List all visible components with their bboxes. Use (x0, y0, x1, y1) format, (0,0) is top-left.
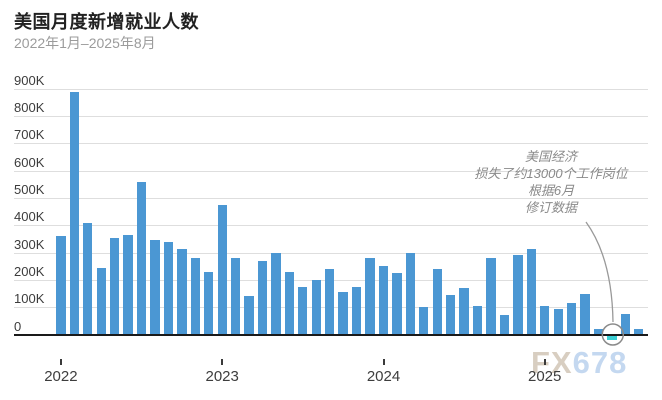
bar[interactable] (284, 271, 295, 335)
annotation-line-1: 美国经济 (524, 149, 577, 164)
annotation-note: 美国经济 损失了约13000个工作岗位 根据6月 修订数据 (447, 148, 655, 216)
y-axis-label: 200K (14, 263, 45, 279)
bar[interactable] (513, 255, 523, 335)
bar[interactable] (230, 258, 241, 335)
y-axis-label: 900K (14, 72, 45, 88)
y-axis-label: 700K (14, 127, 45, 143)
bar[interactable] (634, 328, 644, 335)
bar[interactable] (472, 305, 483, 335)
bar[interactable] (553, 308, 563, 335)
fx678-watermark: FX678 (531, 345, 627, 381)
x-axis-year-label: 2023 (205, 368, 239, 385)
bar[interactable] (419, 307, 429, 335)
bar[interactable] (83, 222, 93, 335)
bar[interactable] (150, 240, 160, 335)
bar[interactable] (526, 248, 536, 335)
y-gridline (14, 170, 648, 172)
bar[interactable] (325, 269, 335, 335)
x-axis-baseline (14, 334, 648, 336)
bar[interactable] (190, 258, 200, 335)
watermark-fx-text: FX (531, 345, 573, 380)
bar[interactable] (499, 315, 510, 335)
bar[interactable] (123, 234, 133, 335)
y-gridline (14, 143, 648, 145)
bar[interactable] (338, 292, 348, 335)
bar[interactable] (593, 329, 604, 335)
page-subtitle: 2022年1月–2025年8月 (14, 35, 156, 51)
y-axis-label: 800K (14, 100, 45, 116)
bar[interactable] (392, 273, 402, 335)
annotation-line-3: 根据6月 (527, 183, 575, 198)
x-axis-tick (221, 359, 224, 365)
x-axis-tick (543, 359, 546, 365)
x-axis-year-label: 2024 (366, 368, 401, 385)
bar[interactable] (351, 286, 362, 335)
annotation-line-2: 损失了约13000个工作岗位 (474, 166, 628, 181)
y-gridline (14, 116, 648, 118)
bar[interactable] (580, 293, 590, 335)
y-axis-label: 500K (14, 182, 45, 197)
y-axis-label: 0 (14, 318, 22, 334)
y-gridline (14, 198, 648, 199)
bar[interactable] (244, 296, 254, 335)
bar[interactable] (378, 266, 389, 335)
y-gridline (14, 252, 648, 254)
bar[interactable] (56, 236, 66, 335)
bar[interactable] (257, 260, 268, 335)
bar-negative[interactable] (607, 336, 617, 340)
bar[interactable] (405, 252, 415, 335)
watermark-678-text: 678 (572, 345, 628, 380)
bar[interactable] (620, 314, 631, 335)
bar[interactable] (217, 204, 227, 335)
page-title: 美国月度新增就业人数 (14, 12, 199, 32)
bar[interactable] (365, 258, 375, 335)
x-axis-tick (59, 359, 62, 365)
bar[interactable] (486, 258, 496, 335)
annotation-line-4: 修订数据 (524, 200, 577, 215)
bar[interactable] (566, 303, 577, 335)
bar[interactable] (459, 288, 469, 335)
y-axis-label: 400K (14, 209, 45, 225)
bar[interactable] (177, 248, 187, 335)
y-axis-label: 100K (14, 291, 45, 307)
bar[interactable] (446, 294, 456, 335)
y-axis-label: 600K (14, 154, 45, 170)
y-gridline (14, 88, 648, 90)
x-axis-year-label: 2022 (44, 368, 78, 385)
bar[interactable] (110, 237, 120, 335)
x-axis-tick (382, 359, 385, 365)
bar[interactable] (311, 279, 321, 335)
y-gridline (14, 225, 648, 227)
x-axis-year-label: 2025 (528, 368, 562, 385)
bar[interactable] (69, 91, 79, 335)
bar[interactable] (96, 267, 106, 335)
bar[interactable] (271, 252, 281, 335)
bar[interactable] (163, 241, 174, 335)
bar[interactable] (298, 286, 308, 335)
bar[interactable] (540, 305, 550, 335)
bar[interactable] (136, 181, 147, 335)
y-axis-label: 300K (14, 236, 45, 252)
bar[interactable] (204, 271, 214, 335)
bar[interactable] (432, 269, 442, 335)
